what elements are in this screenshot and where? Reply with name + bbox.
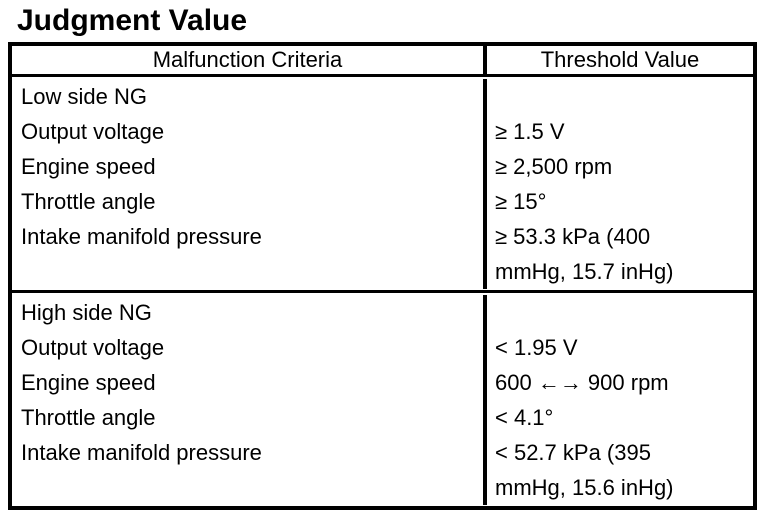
column-header-threshold-value: Threshold Value [483,46,753,74]
criteria-cell: Output voltage [21,119,165,144]
table-row: Output voltage ≥ 1.5 V [12,114,753,149]
value-cell: < 1.95 V [483,330,753,365]
threshold-value-text: 600 ←→ 900 rpm [495,370,669,395]
criteria-cell: Engine speed [21,154,156,179]
value-cell: ≥ 53.3 kPa (400 mmHg, 15.7 inHg) [483,219,753,289]
value-cell [483,79,753,114]
value-cell: ≥ 15° [483,184,753,219]
threshold-value-text: ≥ 1.5 V [495,119,565,144]
threshold-value-text: ≥ 53.3 kPa (400 mmHg, 15.7 inHg) [495,224,674,284]
table-header-row: Malfunction Criteria Threshold Value [12,46,753,77]
table-row: Output voltage < 1.95 V [12,330,753,365]
threshold-value-text: < 52.7 kPa (395 mmHg, 15.6 inHg) [495,440,674,500]
criteria-cell: Throttle angle [21,189,156,214]
table-row: Engine speed ≥ 2,500 rpm [12,149,753,184]
value-cell [483,295,753,330]
page-title: Judgment Value [17,4,248,37]
criteria-cell: Low side NG [21,84,147,109]
criteria-cell: Intake manifold pressure [21,440,262,465]
table-row: Intake manifold pressure ≥ 53.3 kPa (400… [12,219,753,289]
criteria-cell: Intake manifold pressure [21,224,262,249]
table-row: Intake manifold pressure < 52.7 kPa (395… [12,435,753,505]
table-row: High side NG [12,295,753,330]
value-cell: ≥ 2,500 rpm [483,149,753,184]
criteria-cell: High side NG [21,300,152,325]
column-header-malfunction-criteria: Malfunction Criteria [152,47,343,72]
table-row: Engine speed 600 ←→ 900 rpm [12,365,753,400]
value-cell: ≥ 1.5 V [483,114,753,149]
criteria-cell: Output voltage [21,335,165,360]
threshold-value-text: ≥ 2,500 rpm [495,154,613,179]
criteria-cell: Engine speed [21,370,156,395]
value-cell: < 4.1° [483,400,753,435]
value-cell: 600 ←→ 900 rpm [483,365,753,400]
table-section-high-side-ng: High side NG Output voltage < 1.95 V Eng… [12,290,753,506]
value-cell: < 52.7 kPa (395 mmHg, 15.6 inHg) [483,435,753,505]
table-row: Low side NG [12,79,753,114]
judgment-value-table: Malfunction Criteria Threshold Value Low… [8,42,757,510]
table-section-low-side-ng: Low side NG Output voltage ≥ 1.5 V Engin… [12,77,753,290]
threshold-value-text: < 1.95 V [495,335,578,360]
table-row: Throttle angle ≥ 15° [12,184,753,219]
table-row: Throttle angle < 4.1° [12,400,753,435]
threshold-value-text: ≥ 15° [495,189,547,214]
criteria-cell: Throttle angle [21,405,156,430]
threshold-value-text: < 4.1° [495,405,554,430]
